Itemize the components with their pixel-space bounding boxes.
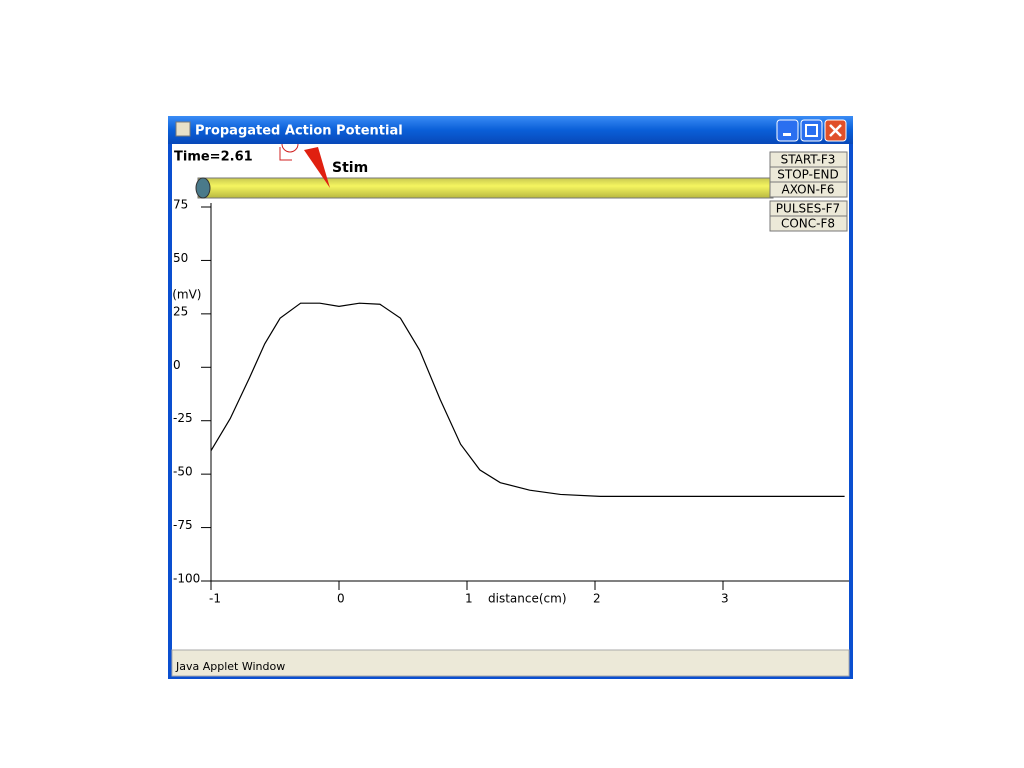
stim-marker — [281, 144, 299, 153]
control-button[interactable]: AXON-F6 — [769, 181, 848, 198]
voltage-curve — [210, 302, 845, 497]
stim-arrow — [304, 147, 330, 188]
x-tick-label: -1 — [209, 592, 221, 606]
time-label: Time=2.61 — [174, 150, 253, 165]
button-label: START-F3 — [781, 153, 836, 167]
y-tick-label: -50 — [173, 465, 193, 479]
minimize-icon — [783, 133, 791, 136]
axon — [197, 177, 774, 199]
button-face — [769, 181, 848, 198]
status-text: Java Applet Window — [175, 660, 285, 673]
status-bar — [171, 649, 850, 677]
axon-end — [195, 177, 211, 199]
stim-electrode — [279, 147, 292, 161]
maximize-icon — [805, 124, 818, 137]
x-axis-label: distance(cm) — [488, 592, 567, 606]
y-tick-label: 50 — [173, 251, 188, 265]
button-face — [769, 215, 848, 232]
control-button[interactable]: START-F3 — [769, 151, 848, 168]
y-tick-label: -100 — [173, 572, 200, 586]
y-tick-label: 25 — [173, 304, 188, 318]
button-label: STOP-END — [777, 168, 839, 182]
window-title: Propagated Action Potential — [195, 124, 403, 139]
button-label: AXON-F6 — [782, 183, 835, 197]
title-bar — [168, 116, 853, 144]
minimize-button[interactable] — [776, 119, 799, 142]
stim-label: Stim — [332, 160, 368, 176]
maximize-button[interactable] — [800, 119, 823, 142]
applet-area — [172, 144, 849, 650]
y-tick-label: 0 — [173, 358, 181, 372]
x-tick-label: 2 — [593, 592, 601, 606]
y-tick-label: -25 — [173, 411, 193, 425]
x-tick-label: 1 — [465, 592, 473, 606]
control-button[interactable]: CONC-F8 — [769, 215, 848, 232]
x-tick-label: 0 — [337, 592, 345, 606]
button-label: CONC-F8 — [781, 217, 835, 231]
y-axis-label: V(mV) — [164, 288, 201, 302]
y-tick-label: -75 — [173, 518, 193, 532]
button-label: PULSES-F7 — [776, 202, 840, 216]
control-button[interactable]: STOP-END — [769, 166, 848, 183]
app-icon — [175, 121, 191, 137]
x-tick-label: 3 — [721, 592, 729, 606]
control-button[interactable]: PULSES-F7 — [769, 200, 848, 217]
y-tick-label: 75 — [173, 198, 188, 212]
close-icon — [829, 124, 842, 137]
